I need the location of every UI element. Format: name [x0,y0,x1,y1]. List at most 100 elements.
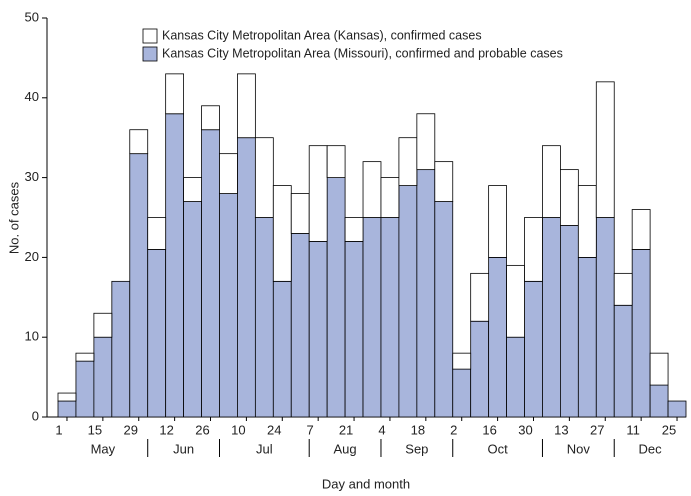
bar [452,352,472,370]
bar [57,400,77,418]
bar [416,169,436,418]
legend-label: Kansas City Metropolitan Area (Missouri)… [162,46,563,60]
bar [488,185,507,258]
bar [290,193,310,234]
month-label: Nov [567,441,591,456]
x-tick-label: 26 [195,422,209,437]
bar [631,249,651,418]
y-tick-label: 20 [25,249,39,264]
bar [57,392,77,402]
x-tick-label: 2 [450,422,457,437]
bar [398,137,418,186]
bar [613,272,633,306]
bar [237,73,256,139]
bar [506,264,525,338]
y-tick-label: 10 [25,329,39,344]
month-label: Dec [639,441,663,456]
bar [362,217,382,418]
x-tick-label: 1 [55,422,62,437]
bar [75,360,95,418]
y-tick-label: 30 [25,169,39,184]
bar [93,312,113,338]
y-axis-label: No. of cases [6,181,21,254]
legend-swatch [142,46,158,62]
bar [254,217,274,418]
bar [577,256,597,418]
bar [308,241,328,418]
bar [111,280,131,418]
bar [667,400,687,418]
bar [524,280,543,418]
x-tick-label: 7 [307,422,314,437]
bar [434,201,454,418]
bar [560,225,579,418]
bar [165,73,185,115]
x-tick-label: 11 [626,422,640,437]
bar [577,185,597,258]
bar [398,185,418,418]
bar [595,217,615,418]
bar [595,81,615,218]
month-label: Sep [405,441,428,456]
bar [219,153,238,194]
bar [272,280,292,418]
month-label: May [91,441,116,456]
bar [524,217,543,282]
bar [129,129,149,155]
bar [165,113,185,418]
bar [183,201,202,418]
bar [380,177,400,218]
bar [290,233,310,418]
bar [344,217,364,242]
bar [470,320,490,418]
bar [219,193,238,418]
bar [452,368,472,418]
x-tick-label: 27 [590,422,604,437]
bar [649,384,669,418]
x-tick-label: 25 [662,422,676,437]
x-tick-label: 15 [88,422,102,437]
bar [183,177,202,202]
bar [272,185,292,282]
legend-swatch [142,28,158,44]
legend-label: Kansas City Metropolitan Area (Kansas), … [162,28,482,42]
y-tick-label: 50 [25,9,39,24]
x-tick-label: 21 [339,422,353,437]
x-tick-label: 10 [231,422,245,437]
bar [470,272,490,322]
bar [560,169,579,226]
x-axis-label: Day and month [322,476,410,491]
x-tick-label: 12 [159,422,173,437]
x-tick-label: 24 [267,422,281,437]
bar [93,336,113,418]
bar [326,145,346,178]
month-label: Oct [487,441,508,456]
month-label: Aug [334,441,357,456]
bar [649,352,669,386]
bar [542,217,561,418]
bar [201,129,220,418]
bar [542,145,561,218]
x-tick-label: 4 [378,422,385,437]
bar [308,145,328,242]
y-tick-label: 0 [32,408,39,423]
bar [147,249,167,418]
bar [344,241,364,418]
x-tick-label: 18 [411,422,425,437]
bar [613,304,633,418]
bar [380,217,400,418]
bar [506,336,525,418]
bar [416,113,436,171]
x-tick-label: 16 [482,422,496,437]
y-tick-label: 40 [25,89,39,104]
bar [129,153,149,418]
bar [237,137,256,418]
bar [201,105,220,131]
bar [326,177,346,418]
month-label: Jul [256,441,273,456]
month-label: Jun [173,441,194,456]
x-tick-label: 13 [554,422,568,437]
bar [362,161,382,218]
bar [631,209,651,250]
